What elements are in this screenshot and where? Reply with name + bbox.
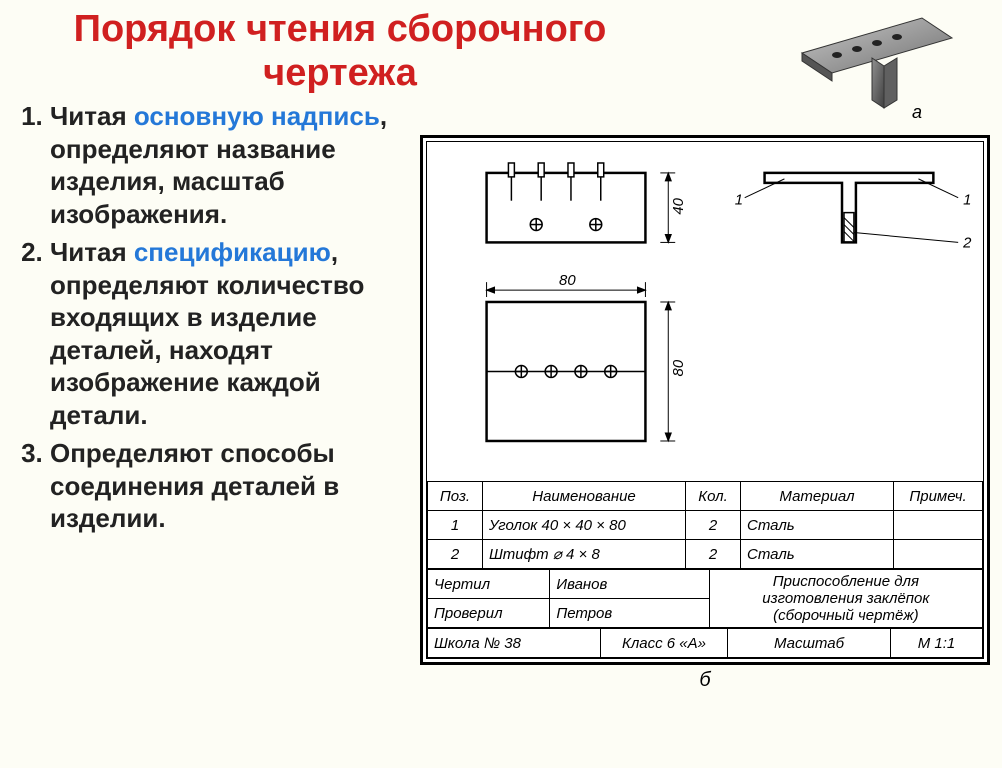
list-item-2: Читая спецификацию, определяют количеств… — [50, 236, 420, 431]
front-view: 40 — [487, 163, 688, 242]
title-block: Поз. Наименование Кол. Материал Примеч. … — [427, 481, 983, 658]
table-row: 1 Уголок 40 × 40 × 80 2 Сталь — [428, 511, 983, 540]
list-item-3: Определяют способы соединения деталей в … — [50, 437, 420, 535]
isometric-illustration: а — [782, 8, 962, 123]
bottom-label: б — [699, 669, 710, 692]
drawing-views: 40 1 1 2 — [427, 142, 983, 457]
highlight-1: основную надпись — [134, 101, 380, 131]
table-row: 2 Штифт ⌀ 4 × 8 2 Сталь — [428, 540, 983, 569]
page-title: Порядок чтения сборочногочертежа — [0, 0, 680, 95]
table-row: Чертил Иванов Приспособление для изготов… — [428, 570, 983, 599]
titleblock-table: Чертил Иванов Приспособление для изготов… — [427, 569, 983, 628]
svg-text:40: 40 — [671, 197, 687, 214]
iso-label: а — [912, 102, 922, 122]
list-item-1: Читая основную надпись, определяют назва… — [50, 100, 420, 230]
drawing-frame: 40 1 1 2 — [420, 135, 990, 665]
titleblock-bottom: Школа № 38 Класс 6 «А» Масштаб М 1:1 — [427, 628, 983, 658]
svg-text:1: 1 — [735, 193, 743, 209]
spec-table: Поз. Наименование Кол. Материал Примеч. … — [427, 481, 983, 569]
svg-text:1: 1 — [963, 193, 971, 209]
side-view: 1 1 2 — [735, 173, 972, 251]
instruction-list: Читая основную надпись, определяют назва… — [0, 100, 420, 541]
svg-text:2: 2 — [962, 235, 972, 251]
svg-text:80: 80 — [671, 359, 687, 376]
svg-text:80: 80 — [559, 273, 576, 289]
highlight-2: спецификацию — [134, 237, 331, 267]
table-row: Школа № 38 Класс 6 «А» Масштаб М 1:1 — [428, 629, 983, 658]
table-row: Поз. Наименование Кол. Материал Примеч. — [428, 482, 983, 511]
top-view: 80 80 — [487, 273, 688, 441]
